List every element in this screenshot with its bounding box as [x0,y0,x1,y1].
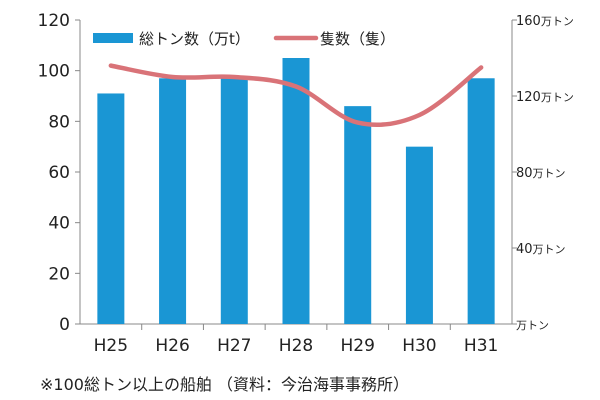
y2-tick-label: 40万トン [516,242,566,257]
x-tick-label: H31 [464,336,498,356]
bar [97,93,125,324]
line-series [108,63,484,128]
y2-tick-unit: 万トン [541,15,574,28]
y2-tick-number: 160 [516,14,541,29]
y-tick-label: 20 [48,264,70,284]
x-tick-label: H28 [279,336,313,356]
y2-tick-label: 160万トン [516,14,574,29]
bar [282,58,310,324]
bar [467,78,495,325]
y-tick-label: 120 [38,11,70,31]
bar [405,146,433,324]
y2-tick-unit: 万トン [533,167,566,180]
x-tick-label: H29 [341,336,375,356]
y2-tick-unit: 万トン [533,243,566,256]
y2-tick-number: 120 [516,90,541,105]
legend-line-label: 隻数（隻） [320,30,395,48]
y-tick-label: 40 [48,214,70,234]
x-tick-label: H26 [155,336,189,356]
y2-tick-number: 40 [516,242,533,257]
bar-series [97,58,495,325]
y-tick-label: 80 [48,112,70,132]
y2-tick-label: 80万トン [516,166,566,181]
x-tick-label: H30 [402,336,436,356]
y2-tick-unit: 万トン [541,91,574,104]
y-tick-label: 100 [38,62,70,82]
legend-bar-swatch [93,33,133,43]
y2-tick-number: 80 [516,166,533,181]
bar [220,78,248,325]
x-tick-labels: H25 H26 H27 H28 H29 H30 H31 [94,336,499,356]
bar [159,78,187,325]
legend-bar-label: 総トン数（万t） [139,30,250,48]
x-tick-label: H25 [94,336,128,356]
footnote: ※100総トン以上の船舶 （資料：今治海事事務所） [40,375,409,394]
bar [344,106,372,324]
y2-tick-label: 万トン [516,319,549,332]
legend: 総トン数（万t） 隻数（隻） [93,30,395,48]
y2-tick-unit: 万トン [516,319,549,332]
y2-tick-label: 120万トン [516,90,574,105]
y-tick-label: 0 [59,315,70,335]
x-tick-label: H27 [217,336,251,356]
y-tick-labels: 0 20 40 60 80 100 120 [38,11,70,335]
y-tick-label: 60 [48,163,70,183]
